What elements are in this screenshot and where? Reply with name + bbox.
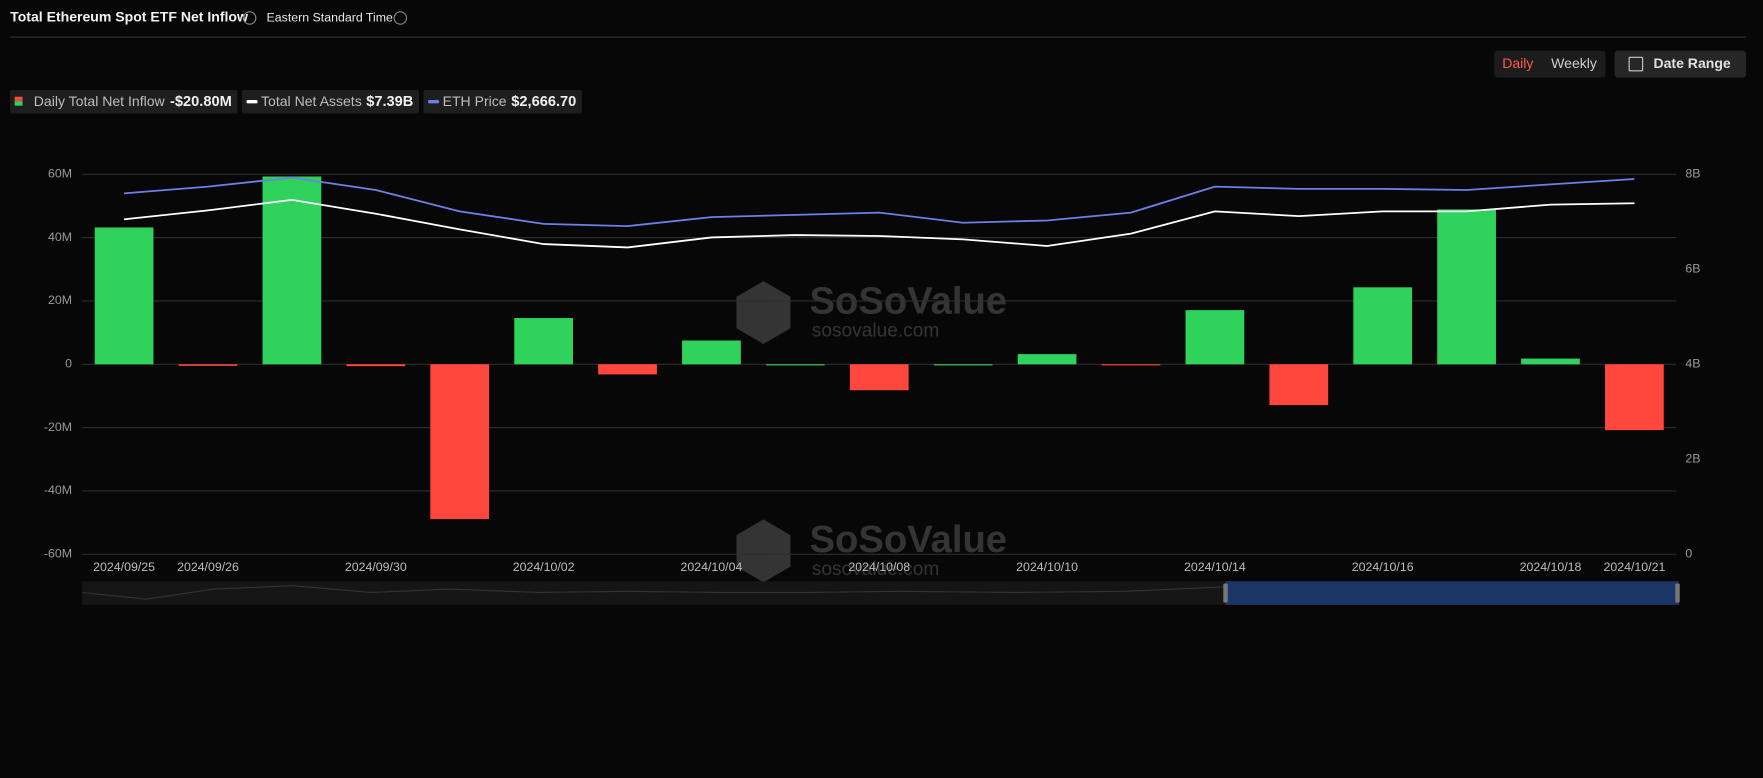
x-tick-label: 2024/10/08 xyxy=(848,560,910,574)
watermark-logo xyxy=(736,281,791,345)
bar xyxy=(1521,358,1580,365)
x-tick-label: 2024/10/02 xyxy=(513,560,575,574)
x-tick-label: 2024/10/10 xyxy=(1016,560,1078,574)
bar xyxy=(1605,364,1664,431)
date-range-button[interactable] xyxy=(1614,50,1747,78)
legend-swatch xyxy=(14,101,23,106)
bar xyxy=(430,364,490,520)
y-tick-label: 0 xyxy=(65,357,72,371)
legend-box xyxy=(241,89,419,114)
plot: -60M -40M -20M 0 20M 40M 60M 0 2B 4B 6B 8B 2024/09/2… xyxy=(44,167,1701,574)
x-tick-label: 2024/10/18 xyxy=(1520,560,1582,574)
legend-value: $2,666.70 xyxy=(511,94,576,110)
bar xyxy=(94,227,154,365)
legend-swatch xyxy=(246,100,258,104)
bar xyxy=(598,364,657,375)
legend-box xyxy=(423,89,582,114)
legend-item: Total Net Assets $7.39B xyxy=(241,89,419,114)
info-icon[interactable] xyxy=(242,11,257,25)
bar xyxy=(1185,310,1245,365)
watermark-logo xyxy=(736,519,791,583)
x-tick-label: 2024/09/30 xyxy=(345,560,407,574)
legend-value: $7.39B xyxy=(366,94,413,110)
legend: Daily Total Net Inflow -$20.80M Total Net … xyxy=(10,89,582,114)
period-toggle xyxy=(1494,50,1606,78)
info-icon[interactable] xyxy=(393,11,408,25)
weekly-button[interactable]: Weekly xyxy=(1551,55,1597,71)
y-tick-label: -20M xyxy=(44,420,72,434)
legend-value: -$20.80M xyxy=(170,94,232,110)
navigator-line xyxy=(82,585,1226,600)
y-tick-label: 60M xyxy=(48,167,72,181)
x-tick-label: 2024/10/16 xyxy=(1352,560,1414,574)
title: Total Ethereum Spot ETF Net Inflow xyxy=(10,9,248,25)
bar xyxy=(1437,209,1496,365)
y2-tick-label: 4B xyxy=(1685,357,1700,371)
line xyxy=(124,176,1635,227)
y2-tick-label: 0 xyxy=(1685,547,1692,561)
y2-tick-label: 8B xyxy=(1685,167,1700,181)
x-tick-label: 2024/10/04 xyxy=(681,560,743,574)
y2-tick-label: 2B xyxy=(1685,452,1700,466)
watermark-site: sosovalue.com xyxy=(812,321,939,342)
bar xyxy=(1017,354,1077,365)
bar xyxy=(933,364,993,366)
watermark: SoSoValue sosovalue.com SoSoValue sosova… xyxy=(736,280,1007,583)
bar xyxy=(849,364,909,391)
bar xyxy=(346,364,406,367)
daily-button[interactable]: Daily xyxy=(1502,55,1533,71)
y-tick-label: 20M xyxy=(48,293,72,307)
y-tick-label: -40M xyxy=(44,483,72,497)
bar xyxy=(1101,364,1161,366)
navigator-handle[interactable] xyxy=(1223,583,1228,603)
x-tick-label: 2024/10/14 xyxy=(1184,560,1246,574)
watermark-site: sosovalue.com xyxy=(812,559,939,580)
legend-name: Daily Total Net Inflow xyxy=(34,93,166,109)
bar xyxy=(1269,364,1329,406)
date-range-label: Date Range xyxy=(1653,55,1730,71)
legend-box xyxy=(10,89,238,114)
calendar-icon xyxy=(1628,56,1644,72)
y-tick-label: -60M xyxy=(44,547,72,561)
x-tick-label: 2024/09/25 xyxy=(93,560,155,574)
bar xyxy=(682,340,741,365)
navigator-selection[interactable] xyxy=(1225,581,1679,605)
bar xyxy=(514,318,573,365)
y2-tick-label: 6B xyxy=(1685,262,1700,276)
navigator-handle[interactable] xyxy=(1675,583,1680,603)
x-tick-label: 2024/10/21 xyxy=(1603,560,1665,574)
timezone: Eastern Standard Time xyxy=(267,10,394,24)
legend-swatch xyxy=(14,96,23,102)
bar xyxy=(1353,287,1413,365)
legend-swatch xyxy=(427,100,440,104)
legend-name: Total Net Assets xyxy=(261,93,362,109)
x-tick-label: 2024/09/26 xyxy=(177,560,239,574)
y-tick-label: 40M xyxy=(48,230,72,244)
bar xyxy=(178,364,238,366)
legend-name: ETH Price xyxy=(443,93,507,109)
bar xyxy=(262,176,322,365)
legend-item: ETH Price $2,666.70 xyxy=(423,89,582,114)
legend-item: Daily Total Net Inflow -$20.80M xyxy=(10,89,238,114)
line xyxy=(123,198,1635,249)
bar xyxy=(765,364,825,366)
